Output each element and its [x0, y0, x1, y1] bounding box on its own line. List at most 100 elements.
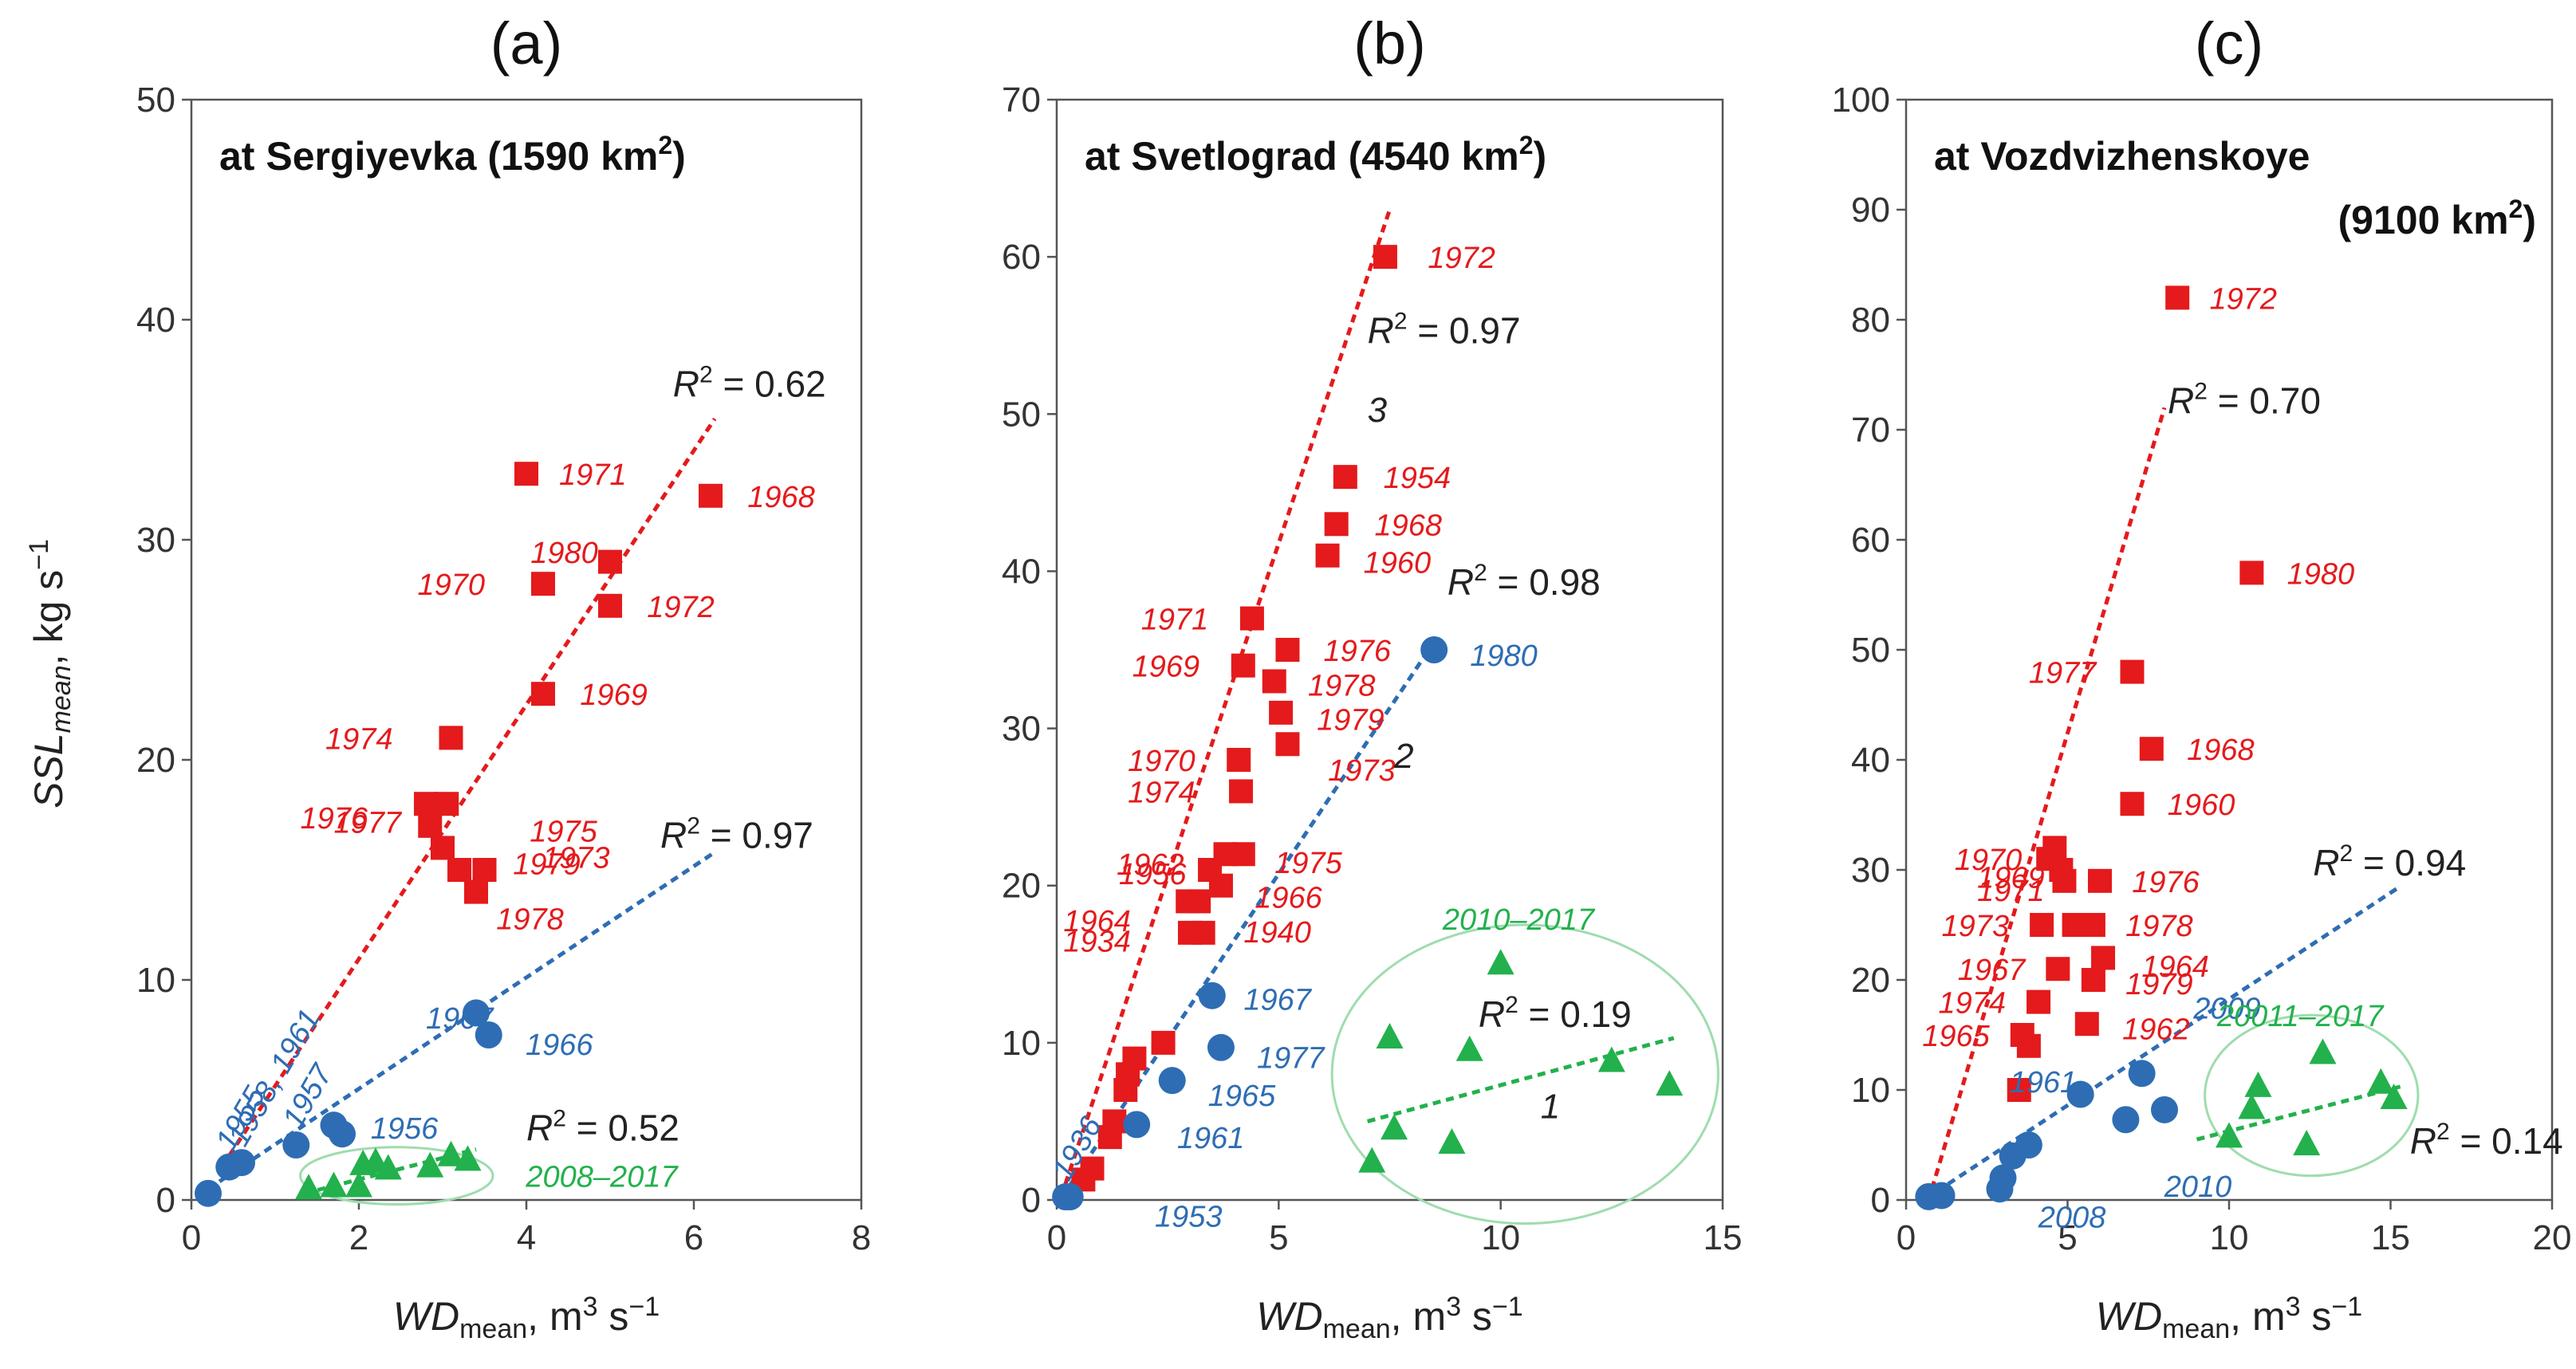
r2-value: = — [1518, 993, 1560, 1035]
y-tick-label: 20 — [1002, 867, 1041, 906]
point-year-label: 1956 — [1119, 858, 1187, 891]
data-point-square — [2074, 1012, 2099, 1037]
y-axis-label-sub: mean — [46, 665, 77, 733]
point-year-label: 1980 — [2287, 557, 2355, 591]
chart-panel-1: 0 10 20 30 40 50 60 70 0 5 10 15 (b) at Svetlograd (4… — [1002, 10, 1742, 1344]
data-point-square — [1269, 700, 1294, 725]
data-point-triangle — [2380, 1084, 2408, 1110]
data-point-circle — [2066, 1080, 2094, 1108]
point-year-label: 1960 — [1364, 547, 1432, 580]
plot-area — [1904, 98, 2554, 1202]
data-point-square — [435, 792, 459, 816]
y-tick-label: 50 — [1851, 631, 1890, 670]
data-point-square — [598, 549, 622, 574]
plot-area — [1055, 98, 1724, 1202]
r2-value: = — [1487, 561, 1529, 603]
x-axis-label-sup: 3 — [2286, 1292, 2301, 1322]
data-point-square — [514, 462, 538, 486]
data-point-triangle — [2309, 1038, 2337, 1064]
point-year-label: 1961 — [1177, 1122, 1245, 1155]
x-tick-label: 6 — [684, 1218, 703, 1257]
group-label: 2008–2017 — [525, 1160, 679, 1194]
y-tick-label: 90 — [1851, 191, 1890, 230]
data-point-triangle — [320, 1171, 348, 1198]
y-tick-label: 40 — [1851, 741, 1890, 780]
r2-value: = — [2353, 842, 2394, 883]
data-point-square — [2120, 792, 2145, 816]
point-year-label: 1979 — [513, 848, 581, 882]
y-tick-label: 60 — [1851, 521, 1890, 560]
r2-sup: 2 — [2340, 840, 2353, 867]
data-point-square — [531, 572, 555, 596]
x-tick-label: 0 — [182, 1218, 201, 1257]
data-point-square — [2088, 868, 2112, 893]
x-axis-label: WDmean, m3 s−1 — [2096, 1292, 2362, 1344]
data-point-square — [447, 858, 471, 882]
y-tick-label: 70 — [1851, 411, 1890, 450]
data-point-square — [439, 726, 463, 750]
r2-number: 0.94 — [2395, 842, 2467, 883]
data-point-square — [598, 593, 622, 618]
y-tick-label: 10 — [1851, 1071, 1890, 1110]
point-year-label: 1965 — [1922, 1020, 1990, 1053]
point-year-label: 1934 — [1063, 926, 1131, 959]
trendline-blue — [1059, 640, 1436, 1200]
data-point-square — [418, 813, 443, 838]
data-point-square — [2046, 957, 2070, 982]
data-point-triangle — [2238, 1093, 2266, 1119]
data-point-square — [531, 682, 555, 706]
data-point-circle — [1986, 1175, 2014, 1203]
point-year-label: 1969 — [580, 679, 648, 712]
point-year-label: 1975 — [1274, 847, 1342, 880]
r2-sup: 2 — [1394, 309, 1408, 335]
r2-value: = — [566, 1107, 608, 1148]
r2-value: = — [1408, 310, 1449, 352]
x-axis-label-sub: mean — [1323, 1314, 1391, 1344]
x-tick-label: 4 — [517, 1218, 536, 1257]
r2-sup: 2 — [687, 812, 700, 839]
y-tick-label: 40 — [1002, 552, 1041, 591]
point-year-label: 1980 — [1470, 639, 1538, 673]
point-year-label: 1971 — [1977, 875, 2045, 908]
y-tick-label: 20 — [136, 741, 175, 780]
data-point-triangle — [2293, 1130, 2321, 1155]
y-tick-label: 80 — [1851, 301, 1890, 340]
data-point-circle — [1207, 1033, 1235, 1061]
r2-symbol: R — [1368, 310, 1394, 352]
data-point-square — [2081, 968, 2105, 992]
group-label: 2010–2017 — [1442, 903, 1596, 937]
point-year-label: 1976 — [2132, 866, 2200, 899]
site-title: at Svetlograd (4540 km2) — [1085, 131, 1546, 179]
x-axis-label-units-mid: s — [1461, 1294, 1492, 1339]
y-tick-label: 0 — [1871, 1181, 1890, 1220]
y-axis-label-var: SSL — [26, 733, 71, 808]
y-tick-label: 50 — [136, 81, 175, 120]
y-tick-label: 100 — [1832, 81, 1890, 120]
site-name: at Svetlograd (4540 km — [1085, 134, 1519, 179]
data-point-circle — [1198, 982, 1226, 1009]
site-name-line2: (9100 km — [2338, 198, 2509, 242]
x-axis-label-units-mid: s — [2301, 1294, 2332, 1339]
chart-panel-2: 0 10 20 30 40 50 60 70 80 90 100 0 5 10 15 20 (c) at Vozd… — [1832, 10, 2572, 1344]
r2-sup: 2 — [2436, 1119, 2450, 1145]
data-point-triangle — [1376, 1022, 1404, 1048]
data-point-triangle — [2244, 1071, 2272, 1097]
y-tick-label: 30 — [136, 521, 175, 560]
point-year-label: 1970 — [1128, 745, 1195, 778]
regression-line-number: 3 — [1368, 391, 1388, 430]
data-point-circle — [1420, 636, 1448, 663]
r2-number: 0.19 — [1560, 993, 1632, 1035]
point-year-label: 1961 — [2010, 1066, 2078, 1100]
chart-panel-0: 0 10 20 30 40 50 0 2 4 6 8 (a) at Sergiyevka (1590 k… — [136, 10, 871, 1344]
data-point-triangle — [1381, 1114, 1408, 1140]
r2-sup: 2 — [2194, 378, 2208, 404]
r2-label: R2 = 0.14 — [2410, 1119, 2563, 1162]
site-name: at Vozdvizhenskoye — [1934, 134, 2310, 179]
point-year-label: 1962 — [2122, 1013, 2190, 1047]
r2-symbol: R — [673, 364, 699, 405]
x-tick-label: 8 — [852, 1218, 871, 1257]
data-point-triangle — [2367, 1068, 2395, 1094]
point-year-label: 1974 — [1939, 987, 2007, 1021]
data-point-circle — [195, 1179, 222, 1207]
